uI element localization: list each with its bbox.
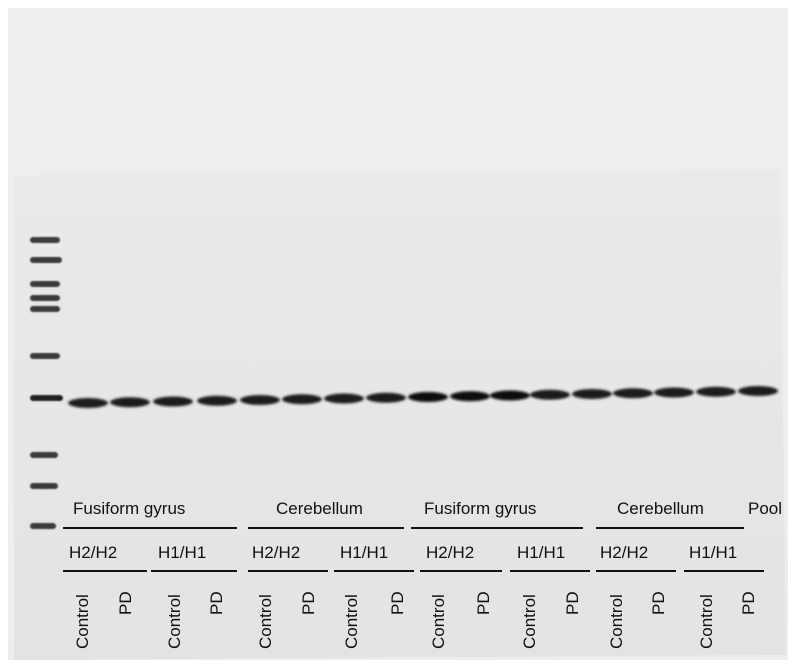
lane-label-control: Control [520,594,539,649]
protein-band [613,388,653,399]
tissue-label-fusiform-gyrus-2: Fusiform gyrus [424,499,537,518]
protein-band [240,395,280,405]
lane-label-pd: PD [739,591,758,615]
haplotype-label: H2/H2 [69,543,118,562]
protein-band [490,390,530,401]
ladder-band [30,523,56,529]
tissue-underline [63,527,237,529]
protein-bands [68,386,778,408]
lane-label-pd: PD [116,591,135,615]
haplotype-underline [63,570,147,572]
lane-label-control: Control [607,594,626,649]
tissue-underline [411,527,583,529]
pool-label: Pool [748,499,783,518]
haplotype-underline [248,570,328,572]
haplotype-label: H1/H1 [689,543,738,562]
protein-band [197,395,237,406]
haplotype-underline [334,570,414,572]
ladder-band [30,452,58,458]
haplotype-underline [420,570,502,572]
protein-band [572,389,612,399]
haplotype-label: H2/H2 [426,543,475,562]
haplotype-label: H2/H2 [252,543,301,562]
tissue-label-fusiform-gyrus-1: Fusiform gyrus [73,499,186,518]
protein-band [68,398,108,408]
ladder-band [30,395,63,401]
protein-band [450,391,490,402]
lane-label-control: Control [73,594,92,649]
ladder-band [30,353,60,359]
haplotype-label: H2/H2 [600,543,649,562]
protein-ladder [30,237,63,529]
haplotype-underline [684,570,764,572]
tissue-underline [596,527,744,529]
protein-band [530,389,570,400]
haplotype-label: H1/H1 [340,543,389,562]
lane-label-pd: PD [299,591,318,615]
haplotype-label: H1/H1 [158,543,207,562]
ladder-band [30,281,60,287]
protein-band [324,393,364,404]
tissue-label-cerebellum-1: Cerebellum [276,499,363,518]
lane-label-control: Control [429,594,448,649]
protein-band [110,397,150,408]
protein-band [153,396,193,407]
lane-label-control: Control [342,594,361,649]
ladder-band [30,295,60,301]
lane-label-control: Control [165,594,184,649]
lane-label-control: Control [256,594,275,649]
membrane [14,170,786,660]
lane-label-pd: PD [649,591,668,615]
haplotype-label: H1/H1 [517,543,566,562]
protein-band [366,392,406,403]
lane-label-pd: PD [563,591,582,615]
protein-band [696,386,736,397]
ladder-band [30,483,58,489]
ladder-band [30,237,60,243]
protein-band [654,387,694,398]
protein-band [282,394,322,405]
lane-label-pd: PD [207,591,226,615]
ladder-band [30,257,62,263]
tissue-label-cerebellum-2: Cerebellum [617,499,704,518]
lane-label-pd: PD [474,591,493,615]
haplotype-underline [151,570,237,572]
haplotype-underline [596,570,676,572]
protein-band [408,392,448,402]
haplotype-underline [510,570,590,572]
ladder-band [30,306,60,312]
protein-band [738,386,778,396]
lane-label-control: Control [697,594,716,649]
tissue-underline [248,527,404,529]
lane-label-pd: PD [388,591,407,615]
